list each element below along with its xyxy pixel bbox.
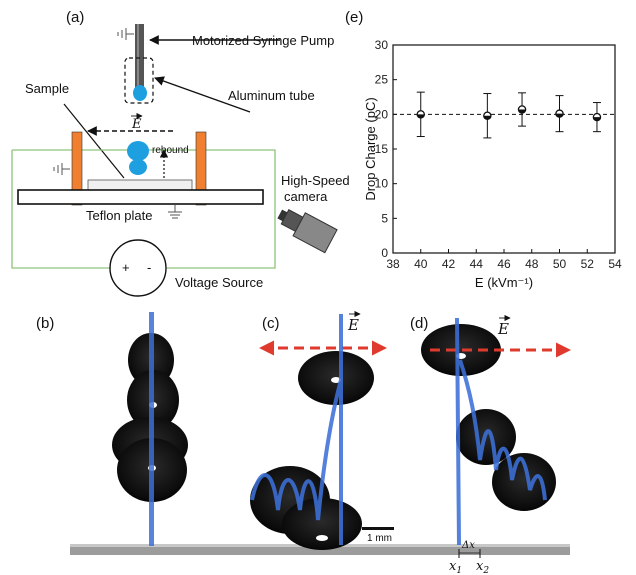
camera-label-1: High-Speed bbox=[281, 173, 350, 188]
hanging-droplet bbox=[133, 85, 147, 101]
x-tick-label-8: 54 bbox=[608, 257, 622, 271]
scale-bar bbox=[362, 527, 394, 530]
y-tick-label-1: 5 bbox=[381, 211, 388, 225]
charge-chart: 38 40 42 44 46 48 50 52 54 0 5 10 15 20 25 30 E (kVm⁻¹) D… bbox=[363, 38, 622, 290]
data-point-fill-2 bbox=[518, 109, 526, 114]
voltage-source-icon bbox=[109, 239, 167, 297]
teflon-plate bbox=[17, 189, 264, 205]
y-tick-label-3: 15 bbox=[375, 142, 389, 156]
sample-slab bbox=[87, 179, 193, 191]
rebound-label: rebound bbox=[152, 145, 189, 156]
y-tick-label-2: 10 bbox=[375, 177, 389, 191]
x-tick-label-6: 50 bbox=[553, 257, 567, 271]
x-tick-label-5: 48 bbox=[525, 257, 539, 271]
plus-sign: + bbox=[122, 260, 130, 275]
x-tick-label-3: 44 bbox=[470, 257, 484, 271]
camera-icon bbox=[277, 209, 338, 254]
panel-c-trajectory bbox=[250, 314, 343, 545]
panel-e-label: (e) bbox=[345, 9, 363, 26]
x-tick-label-7: 52 bbox=[581, 257, 595, 271]
minus-sign: - bbox=[147, 260, 151, 275]
photo-panels: (b) (c) (d) E 1 mm bbox=[36, 310, 571, 575]
sample-label: Sample bbox=[25, 81, 69, 96]
bouncing-droplet bbox=[127, 141, 149, 175]
y-tick-label-5: 25 bbox=[375, 73, 389, 87]
x-tick-label-2: 42 bbox=[442, 257, 456, 271]
data-point-fill-4 bbox=[593, 117, 601, 121]
teflon-label: Teflon plate bbox=[86, 208, 153, 223]
y-axis-label: Drop Charge (pC) bbox=[363, 97, 378, 200]
x-tick-label-4: 46 bbox=[497, 257, 511, 271]
tube-pointer bbox=[154, 76, 251, 113]
field-symbol-d: E bbox=[497, 320, 509, 338]
dx-label: Δx bbox=[461, 540, 475, 551]
y-tick-label-6: 30 bbox=[375, 38, 389, 52]
ground-icon-bottom bbox=[168, 205, 182, 219]
scale-label: 1 mm bbox=[367, 533, 392, 544]
tube-box bbox=[124, 57, 154, 104]
panel-c-label: (c) bbox=[262, 315, 280, 332]
voltage-label: Voltage Source bbox=[175, 275, 263, 290]
ground-icon-left bbox=[53, 163, 70, 175]
right-electrode bbox=[195, 131, 207, 206]
syringe-label: Motorized Syringe Pump bbox=[192, 33, 334, 48]
sample-pointer bbox=[63, 103, 125, 179]
left-electrode bbox=[71, 131, 83, 206]
panel-d-label: (d) bbox=[410, 315, 428, 332]
panel-a-label: (a) bbox=[66, 9, 84, 26]
y-tick-label-0: 0 bbox=[381, 246, 388, 260]
camera-label-2: camera bbox=[284, 189, 328, 204]
x1-label: x1 bbox=[449, 559, 462, 575]
x-axis-label: E (kVm⁻¹) bbox=[475, 275, 533, 290]
tube-label: Aluminum tube bbox=[228, 88, 315, 103]
data-point-fill-1 bbox=[483, 115, 491, 120]
panel-c-droplets: E 1 mm bbox=[250, 310, 394, 550]
plot-frame bbox=[392, 44, 616, 254]
x2-label: x2 bbox=[476, 559, 489, 575]
field-symbol-c: E bbox=[347, 316, 359, 334]
panel-e: (e) 38 40 42 44 46 48 50 52 54 0 5 10 15 20 25 30 E (kVm… bbox=[345, 9, 622, 290]
panel-b-label: (b) bbox=[36, 315, 54, 332]
x-tick-label-0: 38 bbox=[386, 257, 400, 271]
panel-d-trajectory bbox=[455, 317, 547, 546]
y-tick-label-4: 20 bbox=[375, 107, 389, 121]
data-point-fill-0 bbox=[417, 114, 425, 118]
substrate-surface bbox=[70, 546, 570, 555]
panel-b-droplets bbox=[112, 312, 188, 546]
field-symbol: E bbox=[131, 117, 142, 132]
ground-icon bbox=[117, 28, 134, 40]
panel-d-droplets: E Δx x1 x2 bbox=[421, 314, 571, 575]
data-point-fill-3 bbox=[555, 113, 564, 118]
panel-a: (a) Motorized Syringe Pump Aluminum tube… bbox=[11, 9, 350, 297]
panel-b-trajectory bbox=[149, 312, 154, 546]
x-tick-label-1: 40 bbox=[414, 257, 428, 271]
